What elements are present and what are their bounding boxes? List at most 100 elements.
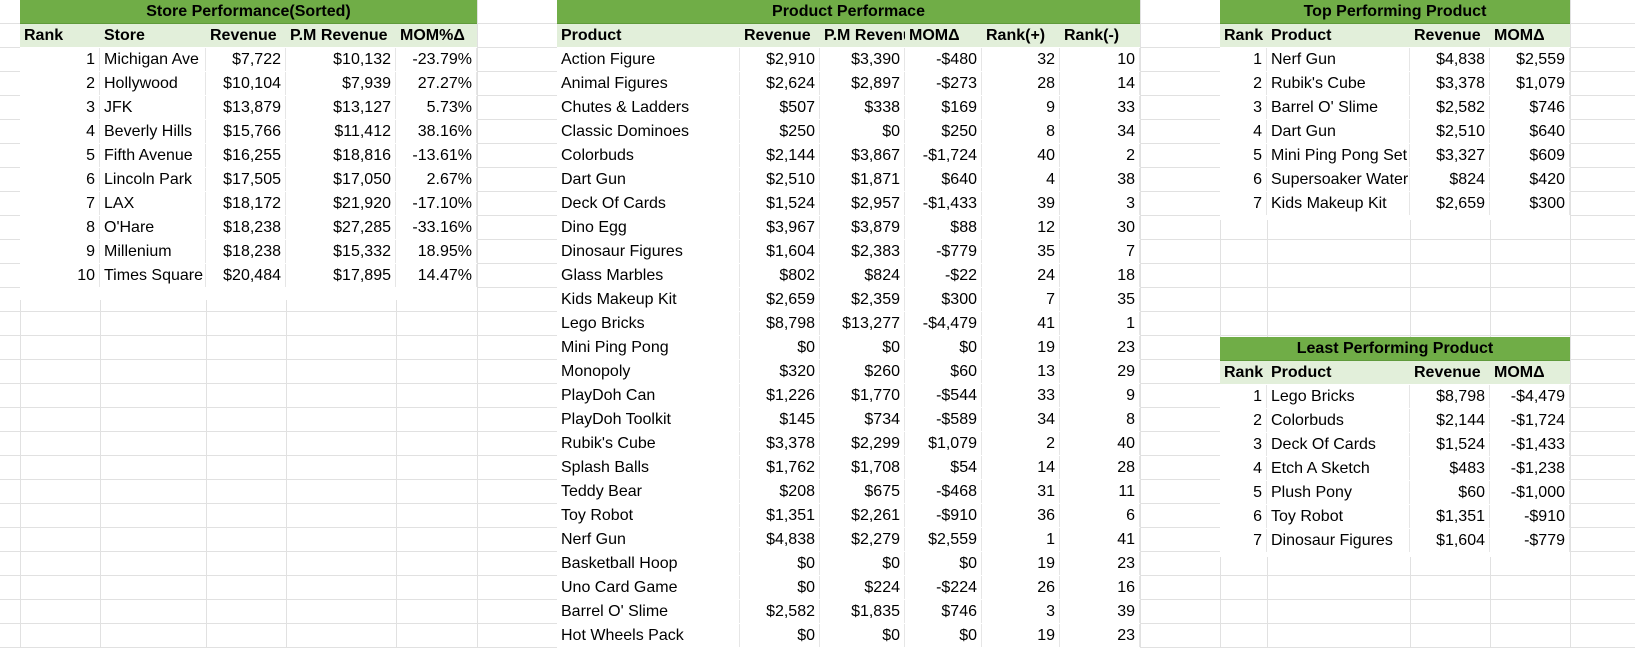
product-table-cell[interactable]: 14 <box>982 456 1060 479</box>
top-table-cell[interactable]: $824 <box>1410 168 1490 191</box>
product-table-cell[interactable]: $1,835 <box>820 600 905 623</box>
store-table-cell[interactable]: 5.73% <box>396 96 477 119</box>
store-table-cell[interactable]: 5 <box>20 144 100 167</box>
product-table-cell[interactable]: -$4,479 <box>905 312 982 335</box>
least-table-cell[interactable]: 1 <box>1220 385 1267 408</box>
product-table-cell[interactable]: $3,378 <box>740 432 820 455</box>
least-table-cell[interactable]: 3 <box>1220 433 1267 456</box>
store-table-cell[interactable]: 2.67% <box>396 168 477 191</box>
product-table-cell[interactable]: $320 <box>740 360 820 383</box>
product-table-cell[interactable]: $2,261 <box>820 504 905 527</box>
least-table-cell[interactable]: -$1,433 <box>1490 433 1570 456</box>
product-table-cell[interactable]: Uno Card Game <box>557 576 740 599</box>
product-table-cell[interactable]: -$589 <box>905 408 982 431</box>
top-table-cell[interactable]: 2 <box>1220 72 1267 95</box>
top-table-cell[interactable]: $2,582 <box>1410 96 1490 119</box>
product-table-cell[interactable]: $224 <box>820 576 905 599</box>
product-table-cell[interactable]: $0 <box>740 576 820 599</box>
least-table-cell[interactable]: -$1,238 <box>1490 457 1570 480</box>
top-table-cell[interactable]: Kids Makeup Kit <box>1267 192 1410 215</box>
product-table-cell[interactable]: 12 <box>982 216 1060 239</box>
product-table-cell[interactable]: -$544 <box>905 384 982 407</box>
product-table-cell[interactable]: -$480 <box>905 48 982 71</box>
product-table-cell[interactable]: -$910 <box>905 504 982 527</box>
product-table-cell[interactable]: $1,762 <box>740 456 820 479</box>
top-table-cell[interactable]: $3,327 <box>1410 144 1490 167</box>
product-table-cell[interactable]: $746 <box>905 600 982 623</box>
product-table-cell[interactable]: 11 <box>1060 480 1140 503</box>
product-table-cell[interactable]: 2 <box>1060 144 1140 167</box>
product-table-cell[interactable]: $88 <box>905 216 982 239</box>
top-table-cell[interactable]: 3 <box>1220 96 1267 119</box>
store-table-cell[interactable]: 6 <box>20 168 100 191</box>
top-table-cell[interactable]: Barrel O' Slime <box>1267 96 1410 119</box>
least-table-cell[interactable]: Lego Bricks <box>1267 385 1410 408</box>
product-table-cell[interactable]: Monopoly <box>557 360 740 383</box>
product-table-cell[interactable]: 41 <box>982 312 1060 335</box>
store-table-cell[interactable]: 2 <box>20 72 100 95</box>
product-table-cell[interactable]: $2,624 <box>740 72 820 95</box>
product-table-cell[interactable]: Deck Of Cards <box>557 192 740 215</box>
product-table-cell[interactable]: $640 <box>905 168 982 191</box>
store-table-cell[interactable]: 10 <box>20 264 100 287</box>
product-table-cell[interactable]: $1,604 <box>740 240 820 263</box>
product-table-cell[interactable]: $0 <box>905 624 982 647</box>
product-table-cell[interactable]: $2,910 <box>740 48 820 71</box>
store-table-cell[interactable]: $18,238 <box>206 216 286 239</box>
product-table-cell[interactable]: Dinosaur Figures <box>557 240 740 263</box>
store-table-cell[interactable]: $21,920 <box>286 192 396 215</box>
product-table-cell[interactable]: 14 <box>1060 72 1140 95</box>
store-table-cell[interactable]: $15,332 <box>286 240 396 263</box>
product-table-cell[interactable]: $1,708 <box>820 456 905 479</box>
product-table-cell[interactable]: $2,359 <box>820 288 905 311</box>
product-table-cell[interactable]: 10 <box>1060 48 1140 71</box>
product-table-cell[interactable]: Dino Egg <box>557 216 740 239</box>
store-table-cell[interactable]: $18,238 <box>206 240 286 263</box>
least-table-cell[interactable]: Toy Robot <box>1267 505 1410 528</box>
product-table-cell[interactable]: 28 <box>1060 456 1140 479</box>
product-table-cell[interactable]: $250 <box>905 120 982 143</box>
top-table-cell[interactable]: $609 <box>1490 144 1570 167</box>
product-table-cell[interactable]: Glass Marbles <box>557 264 740 287</box>
least-table-cell[interactable]: $483 <box>1410 457 1490 480</box>
store-table-cell[interactable]: $7,722 <box>206 48 286 71</box>
product-table-cell[interactable]: $0 <box>820 336 905 359</box>
top-table-cell[interactable]: Dart Gun <box>1267 120 1410 143</box>
top-table-cell[interactable]: $2,559 <box>1490 48 1570 71</box>
least-table-cell[interactable]: $1,524 <box>1410 433 1490 456</box>
product-table-cell[interactable]: Action Figure <box>557 48 740 71</box>
product-table-cell[interactable]: $1,079 <box>905 432 982 455</box>
product-table-cell[interactable]: $1,226 <box>740 384 820 407</box>
store-table-cell[interactable]: Hollywood <box>100 72 206 95</box>
store-table-cell[interactable]: O'Hare <box>100 216 206 239</box>
product-table-cell[interactable]: $1,871 <box>820 168 905 191</box>
product-table-cell[interactable]: 33 <box>1060 96 1140 119</box>
store-table-cell[interactable]: $16,255 <box>206 144 286 167</box>
product-table-cell[interactable]: 24 <box>982 264 1060 287</box>
least-table-cell[interactable]: $2,144 <box>1410 409 1490 432</box>
top-table-cell[interactable]: $420 <box>1490 168 1570 191</box>
product-table-cell[interactable]: 38 <box>1060 168 1140 191</box>
product-table-cell[interactable]: 39 <box>1060 600 1140 623</box>
product-table-cell[interactable]: Rubik's Cube <box>557 432 740 455</box>
top-table-cell[interactable]: Rubik's Cube <box>1267 72 1410 95</box>
least-table-cell[interactable]: Etch A Sketch <box>1267 457 1410 480</box>
least-table-cell[interactable]: 4 <box>1220 457 1267 480</box>
top-table-cell[interactable]: Supersoaker Water <box>1267 168 1410 191</box>
product-table-cell[interactable]: -$273 <box>905 72 982 95</box>
product-table-cell[interactable]: $3,967 <box>740 216 820 239</box>
store-table-cell[interactable]: $11,412 <box>286 120 396 143</box>
product-table-cell[interactable]: 30 <box>1060 216 1140 239</box>
store-table-cell[interactable]: $10,104 <box>206 72 286 95</box>
product-table-cell[interactable]: $208 <box>740 480 820 503</box>
top-table-cell[interactable]: $4,838 <box>1410 48 1490 71</box>
product-table-cell[interactable]: $2,659 <box>740 288 820 311</box>
store-table-cell[interactable]: Fifth Avenue <box>100 144 206 167</box>
product-table-cell[interactable]: 8 <box>982 120 1060 143</box>
store-table-cell[interactable]: $17,050 <box>286 168 396 191</box>
product-table-cell[interactable]: 18 <box>1060 264 1140 287</box>
product-table-cell[interactable]: Lego Bricks <box>557 312 740 335</box>
product-table-cell[interactable]: -$1,433 <box>905 192 982 215</box>
product-table-cell[interactable]: 26 <box>982 576 1060 599</box>
store-table-cell[interactable]: $7,939 <box>286 72 396 95</box>
